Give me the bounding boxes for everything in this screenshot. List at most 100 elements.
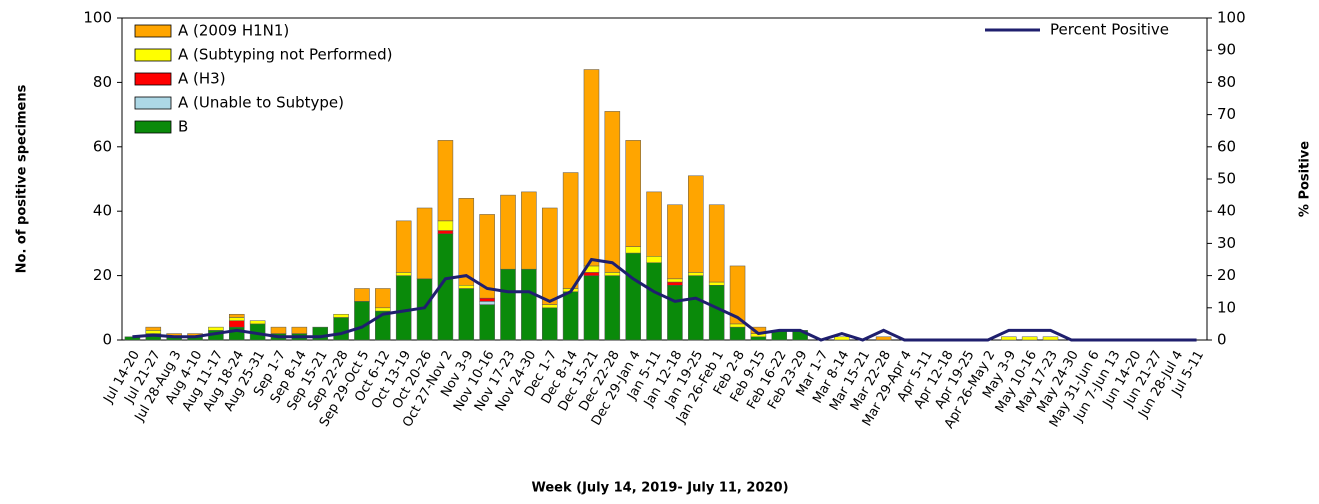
bar-segment	[228, 317, 245, 321]
legend-label: A (2009 H1N1)	[178, 22, 289, 40]
y2-tick-label: 20	[1217, 266, 1236, 284]
bar-segment	[375, 307, 391, 312]
bar-segment	[541, 307, 558, 341]
legend-label: A (Subtyping not Performed)	[178, 46, 393, 64]
bar-segment	[437, 230, 454, 234]
x-axis-title: Week (July 14, 2019- July 11, 2020)	[531, 481, 788, 496]
bar-segment	[479, 301, 495, 305]
bar-segment	[416, 207, 433, 280]
y2-tick-label: 10	[1217, 298, 1236, 316]
y2-tick-label: 100	[1217, 9, 1246, 27]
bar-segment	[667, 204, 683, 280]
bar-segment	[228, 313, 245, 318]
bar-segment	[395, 220, 412, 273]
legend-label: Percent Positive	[1050, 21, 1169, 39]
percent-line	[132, 257, 1197, 342]
legend-swatch	[134, 72, 172, 86]
y-tick-label: 80	[93, 73, 112, 91]
bar-segment	[437, 220, 454, 231]
bar-segment	[604, 272, 621, 276]
bar-segment	[875, 336, 892, 341]
legend-swatch	[134, 120, 172, 134]
bar-segment	[688, 275, 704, 341]
bar-segment	[1042, 336, 1059, 341]
bar-segment	[750, 336, 767, 341]
bar-segment	[500, 194, 516, 270]
legend-swatch	[134, 48, 172, 62]
bar-segment	[688, 175, 704, 273]
bar-segment	[145, 326, 162, 331]
bar-segment	[625, 246, 641, 254]
bar-segment	[354, 288, 370, 302]
bar-segment	[500, 268, 516, 341]
legend-label: B	[178, 118, 188, 136]
bar-segment	[291, 326, 308, 334]
bar-segment	[834, 336, 850, 341]
bar-segment	[458, 198, 475, 286]
bar-segment	[583, 272, 600, 276]
legend-swatch	[134, 24, 172, 38]
bar-segment	[479, 297, 495, 302]
bar-segment	[729, 326, 746, 341]
bar-segment	[541, 304, 558, 309]
bar-segment	[708, 204, 725, 283]
y2-tick-label: 90	[1217, 41, 1236, 59]
bar-segment	[729, 323, 746, 328]
bar-segment	[646, 191, 662, 257]
bar-segment	[667, 285, 683, 341]
bar-segment	[333, 317, 349, 341]
bar-segment	[145, 330, 162, 334]
bar-segment	[1001, 336, 1017, 341]
y-tick-label: 20	[93, 266, 112, 284]
bar-segment	[333, 313, 349, 318]
bar-segment	[625, 252, 641, 341]
bar-segment	[479, 304, 495, 341]
bar-segment	[395, 275, 412, 341]
y2-tick-label: 80	[1217, 73, 1236, 91]
bar-segment	[604, 111, 621, 273]
y-tick-label: 60	[93, 137, 112, 155]
bar-segment	[354, 301, 370, 341]
y2-tick-label: 70	[1217, 105, 1236, 123]
y-tick-label: 0	[102, 331, 112, 349]
bar-segment	[562, 291, 579, 341]
plot-frame	[121, 17, 1208, 341]
bar-segment	[208, 326, 224, 331]
y-tick-label: 100	[83, 9, 112, 27]
bar-segment	[249, 320, 266, 325]
bar-segment	[708, 281, 725, 286]
y2-tick-label: 40	[1217, 202, 1236, 220]
bar-segment	[729, 265, 746, 325]
bar-segment	[479, 214, 495, 299]
y2-tick-label: 60	[1217, 137, 1236, 155]
bar-segment	[646, 256, 662, 263]
bar-segment	[521, 268, 537, 341]
bar-segment	[458, 288, 475, 341]
bar-segment	[395, 272, 412, 276]
bar-segment	[437, 140, 454, 222]
bar-segment	[708, 285, 725, 341]
legend-swatch	[134, 96, 172, 110]
y2-tick-label: 0	[1217, 331, 1227, 349]
bar-segment	[228, 320, 245, 328]
bar-segment	[375, 288, 391, 309]
bar-segment	[688, 272, 704, 276]
bar-segment	[541, 207, 558, 305]
bar-segment	[667, 278, 683, 283]
y-tick-label: 40	[93, 202, 112, 220]
y2-axis-title: % Positive	[1298, 141, 1313, 217]
bar-segment	[458, 285, 475, 289]
bar-segment	[583, 275, 600, 341]
legend-label: A (H3)	[178, 70, 226, 88]
bar-segment	[604, 275, 621, 341]
bar-segment	[583, 69, 600, 267]
bar-segment	[667, 281, 683, 286]
y2-tick-label: 50	[1217, 170, 1236, 188]
bar-segment	[625, 140, 641, 247]
legend-label: A (Unable to Subtype)	[178, 94, 344, 112]
bar-segment	[1021, 336, 1038, 341]
y2-tick-label: 30	[1217, 234, 1236, 252]
bar-segment	[562, 172, 579, 289]
bar-segment	[270, 326, 287, 334]
